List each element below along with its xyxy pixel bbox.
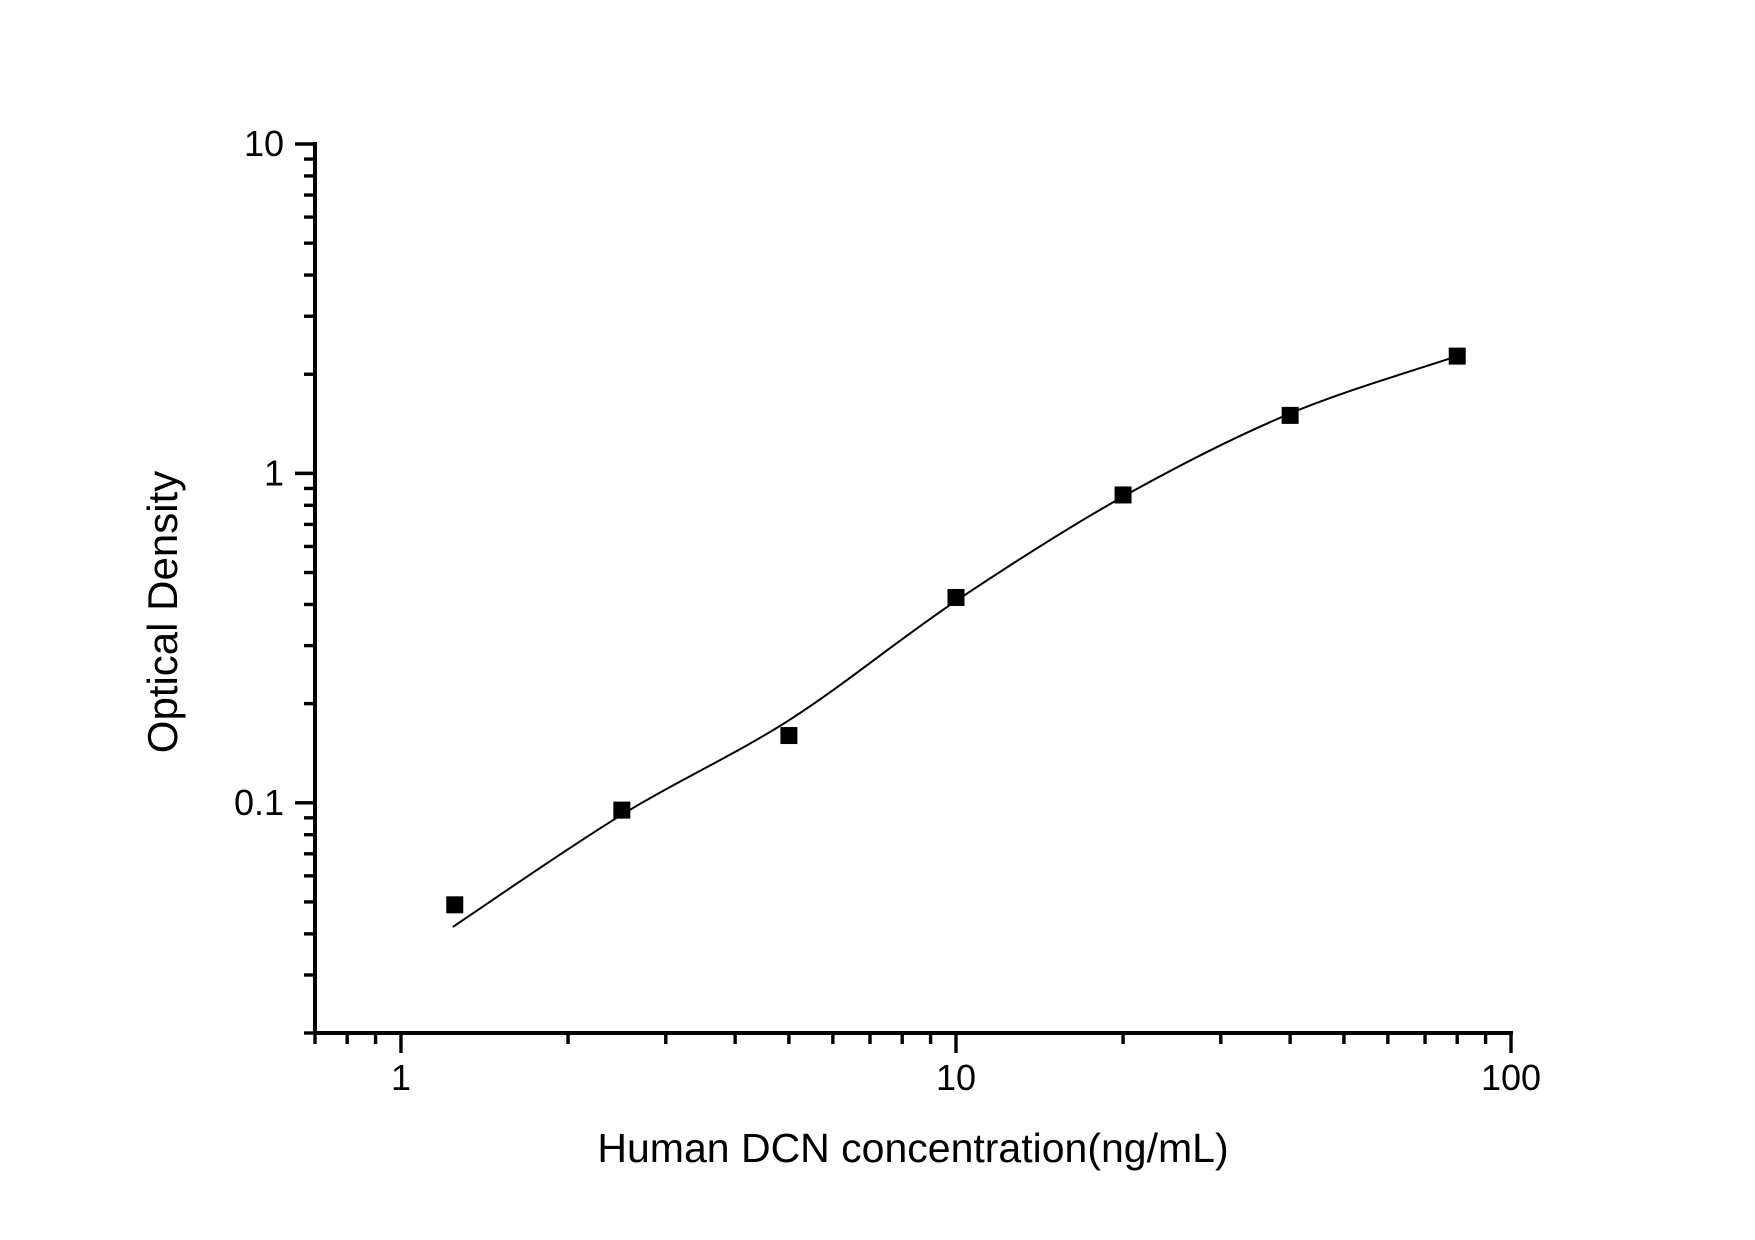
data-point-marker (1281, 406, 1299, 424)
x-tick-label: 1 (391, 1057, 411, 1098)
data-point-marker (613, 801, 631, 819)
y-tick-label: 1 (264, 452, 284, 493)
y-tick-label: 0.1 (234, 782, 284, 823)
data-point-marker (780, 727, 798, 745)
fit-curve-line (452, 355, 1458, 928)
data-point-marker (1114, 486, 1132, 504)
data-point-marker (1448, 347, 1466, 365)
y-tick-label: 10 (244, 123, 284, 164)
x-axis-title: Human DCN concentration(ng/mL) (597, 1125, 1229, 1171)
data-point-marker (446, 896, 464, 914)
x-tick-label: 100 (1481, 1057, 1541, 1098)
x-tick-label: 10 (936, 1057, 976, 1098)
y-axis-title: Optical Density (139, 470, 186, 754)
data-point-marker (947, 588, 965, 606)
